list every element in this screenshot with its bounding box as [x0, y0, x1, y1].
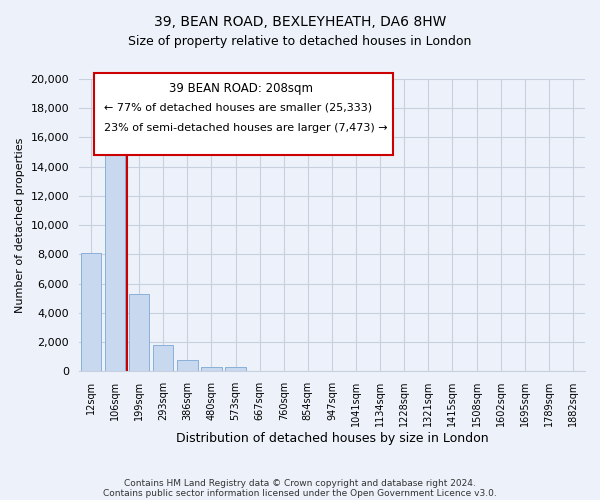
Bar: [129, 294, 149, 371]
Text: Contains HM Land Registry data © Crown copyright and database right 2024.: Contains HM Land Registry data © Crown c…: [124, 478, 476, 488]
Text: 23% of semi-detached houses are larger (7,473) →: 23% of semi-detached houses are larger (…: [104, 123, 388, 133]
FancyBboxPatch shape: [94, 73, 392, 155]
X-axis label: Distribution of detached houses by size in London: Distribution of detached houses by size …: [176, 432, 488, 445]
Text: ← 77% of detached houses are smaller (25,333): ← 77% of detached houses are smaller (25…: [104, 102, 373, 113]
Text: Contains public sector information licensed under the Open Government Licence v3: Contains public sector information licen…: [103, 488, 497, 498]
Text: Size of property relative to detached houses in London: Size of property relative to detached ho…: [128, 35, 472, 48]
Text: 39, BEAN ROAD, BEXLEYHEATH, DA6 8HW: 39, BEAN ROAD, BEXLEYHEATH, DA6 8HW: [154, 15, 446, 29]
Bar: [177, 360, 197, 371]
Y-axis label: Number of detached properties: Number of detached properties: [15, 138, 25, 313]
Bar: [226, 367, 246, 371]
Bar: [201, 367, 221, 371]
Bar: [153, 345, 173, 371]
Text: 39 BEAN ROAD: 208sqm: 39 BEAN ROAD: 208sqm: [169, 82, 313, 95]
Bar: [81, 253, 101, 371]
Bar: [105, 130, 125, 371]
